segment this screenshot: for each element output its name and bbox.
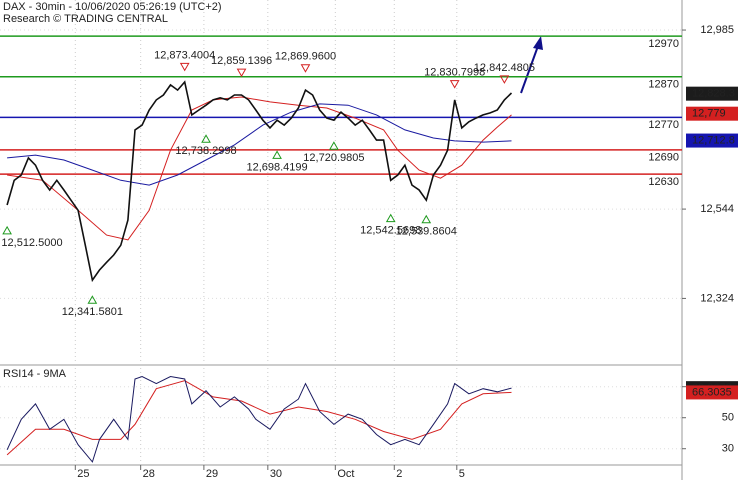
low-marker <box>329 141 339 150</box>
low-label: 12,542.5698 <box>360 225 421 237</box>
y-tick-label: 50 <box>722 412 734 424</box>
chart-title: DAX - 30min - 10/06/2020 05:26:19 (UTC+2… <box>3 1 222 13</box>
low-marker <box>421 214 432 224</box>
price-line <box>6 375 512 463</box>
price-badge-label: 12,828.3 <box>692 88 735 100</box>
low-marker <box>385 213 396 223</box>
level-label: 12690 <box>648 152 679 164</box>
price-badge-label: 12,779 <box>692 108 726 120</box>
price-badge-label: 66.3035 <box>692 386 732 398</box>
low-label: 12,539.8604 <box>396 226 457 238</box>
high-label: 12,859.1396 <box>211 55 272 67</box>
high-label: 12,830.7998 <box>424 67 485 79</box>
price-badge <box>686 133 738 148</box>
x-tick-label: 30 <box>270 468 282 480</box>
high-marker <box>499 75 510 84</box>
x-tick-label: 5 <box>459 468 465 480</box>
price-badge <box>686 106 738 121</box>
low-marker <box>2 225 12 235</box>
price-badge-label: 12,712.8 <box>692 134 735 146</box>
x-tick-label: 28 <box>143 468 155 480</box>
y-tick-label: 12,985 <box>700 24 734 36</box>
y-tick-label: 12,544 <box>700 203 734 215</box>
level-label: 12870 <box>648 79 679 91</box>
level-label: 12770 <box>648 119 679 131</box>
high-label: 12,842.4805 <box>474 62 535 74</box>
y-tick-label: 12,324 <box>700 292 734 304</box>
low-label: 12,738.2998 <box>175 145 236 157</box>
low-label: 12,341.5801 <box>62 306 123 318</box>
high-label: 12,869.9600 <box>275 51 336 63</box>
y-tick-label: 30 <box>722 443 734 455</box>
chart-subtitle: Research © TRADING CENTRAL <box>3 13 168 25</box>
level-label: 12970 <box>648 38 679 50</box>
x-tick-label: 2 <box>396 468 402 480</box>
price-line <box>6 80 513 283</box>
x-tick-label: 25 <box>77 468 89 480</box>
low-marker <box>272 150 282 159</box>
arrow-head <box>533 36 543 50</box>
x-tick-label: Oct <box>337 468 354 480</box>
low-label: 12,512.5000 <box>1 237 62 249</box>
price-badge <box>686 86 738 101</box>
high-marker <box>236 68 247 78</box>
low-marker <box>201 134 211 143</box>
arrow-shaft <box>520 45 539 94</box>
low-label: 12,698.4199 <box>246 161 307 173</box>
x-tick-label: 29 <box>206 468 218 480</box>
high-marker <box>300 64 311 73</box>
forecast-arrow <box>520 36 543 94</box>
rsi-title: RSI14 - 9MA <box>3 368 67 380</box>
indicator-line <box>7 96 512 241</box>
low-marker <box>87 295 98 304</box>
level-label: 12630 <box>648 176 679 188</box>
indicator-line <box>6 380 512 456</box>
high-marker <box>449 80 460 89</box>
low-label: 12,720.9805 <box>303 152 364 164</box>
price-badge <box>686 385 738 400</box>
high-label: 12,873.4004 <box>154 49 215 61</box>
indicator-line <box>7 103 512 186</box>
high-marker <box>179 62 190 72</box>
